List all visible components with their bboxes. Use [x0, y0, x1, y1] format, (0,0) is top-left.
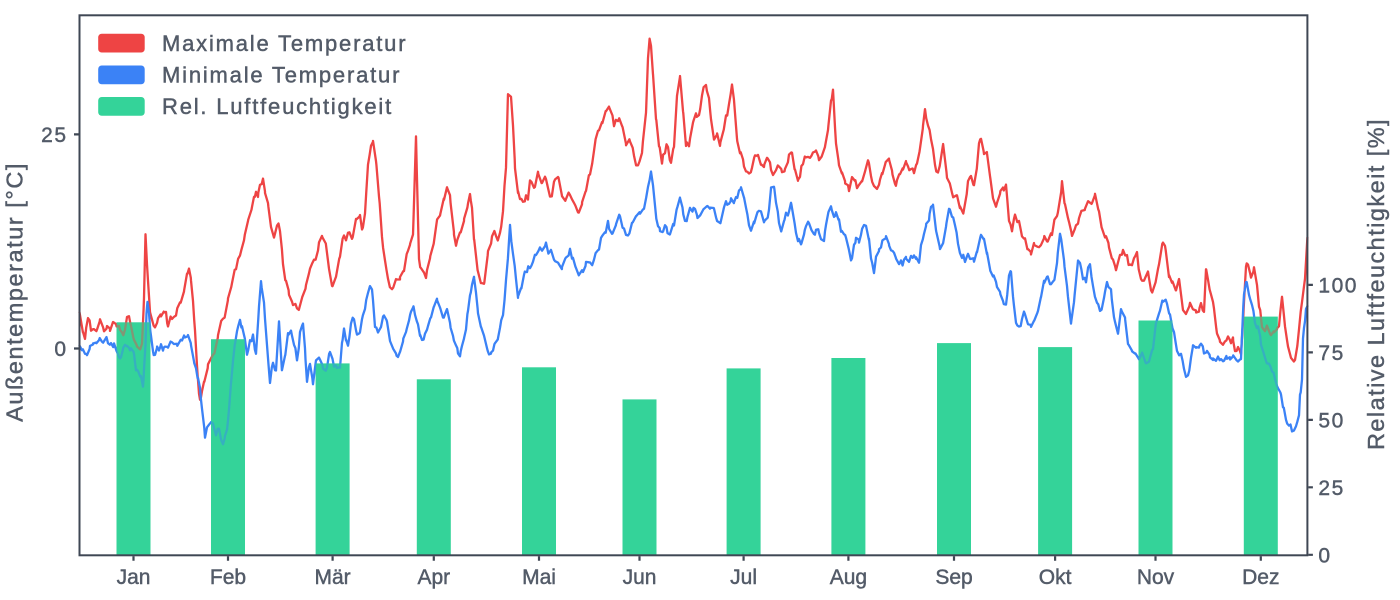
svg-text:0: 0 [54, 338, 67, 361]
svg-text:Mai: Mai [522, 566, 556, 589]
svg-text:75: 75 [1318, 342, 1344, 365]
svg-text:Apr: Apr [417, 566, 450, 589]
svg-text:0: 0 [1318, 544, 1331, 567]
svg-text:Maximale Temperatur: Maximale Temperatur [162, 31, 407, 56]
svg-text:Jan: Jan [117, 566, 151, 589]
svg-text:Sep: Sep [935, 566, 972, 589]
svg-text:Aug: Aug [830, 566, 867, 589]
svg-text:Jun: Jun [623, 566, 657, 589]
svg-text:Außentemperatur [°C]: Außentemperatur [°C] [2, 162, 28, 422]
svg-text:Mär: Mär [315, 566, 351, 589]
svg-text:Relative Luftfeuchtigkeit [%]: Relative Luftfeuchtigkeit [%] [1363, 118, 1389, 450]
svg-text:Jul: Jul [730, 566, 757, 589]
svg-text:Okt: Okt [1039, 566, 1072, 589]
svg-text:Minimale Temperatur: Minimale Temperatur [162, 63, 401, 88]
svg-text:Dez: Dez [1242, 566, 1279, 589]
svg-text:25: 25 [1318, 477, 1344, 500]
svg-text:Rel. Luftfeuchtigkeit: Rel. Luftfeuchtigkeit [162, 94, 393, 119]
svg-text:Feb: Feb [210, 566, 246, 589]
svg-text:25: 25 [41, 124, 67, 147]
svg-text:100: 100 [1318, 274, 1358, 297]
svg-text:50: 50 [1318, 409, 1344, 432]
svg-text:Nov: Nov [1137, 566, 1175, 589]
